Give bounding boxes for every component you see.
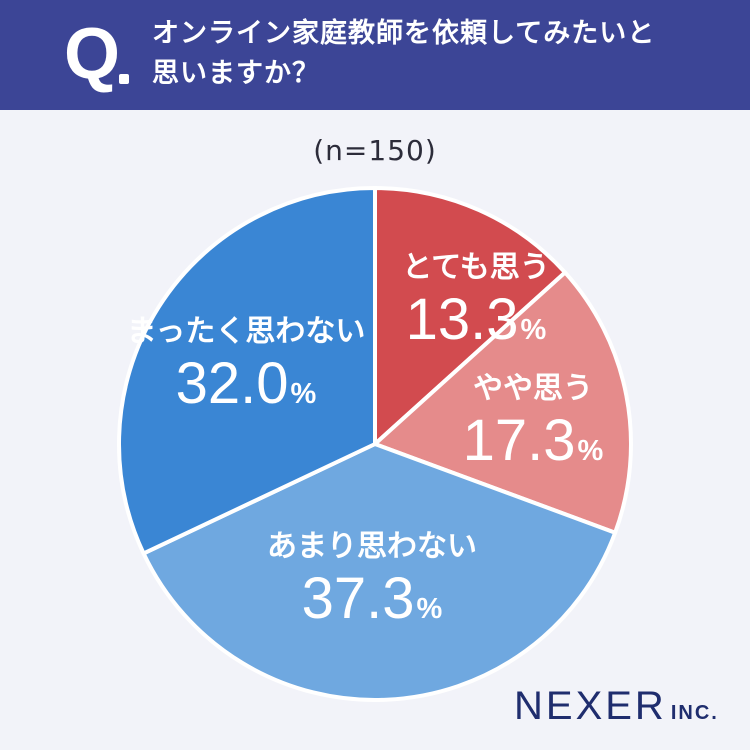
slice-label-2: やや思う — [473, 371, 593, 406]
slice-label-1: とても思う — [402, 250, 550, 285]
logo-suffix: INC. — [670, 702, 719, 724]
slice-label-3: あまり思わない — [267, 529, 477, 564]
slice-value-4: 32.0% — [176, 351, 317, 416]
question-text: オンライン家庭教師を依頼してみたいと 思いますか？ — [152, 14, 732, 94]
pie-slices — [117, 186, 633, 702]
slice-value-2: 17.3% — [463, 408, 604, 473]
q-dot — [119, 74, 129, 84]
question-header: Q オンライン家庭教師を依頼してみたいと 思いますか？ — [0, 0, 750, 110]
pie-slice-1 — [373, 186, 568, 446]
sample-size: (n=150) — [313, 134, 437, 167]
nexer-logo: NEXER INC. — [514, 684, 719, 729]
slice-value-1: 13.3% — [406, 287, 547, 352]
slice-value-3: 37.3% — [302, 566, 443, 631]
logo-name: NEXER — [514, 684, 667, 728]
pie-slice-3 — [141, 442, 618, 702]
question-line-1: オンライン家庭教師を依頼してみたいと — [152, 18, 656, 49]
q-mark: Q — [64, 14, 121, 94]
slice-label-4: まったく思わない — [127, 314, 366, 349]
question-line-2: 思いますか？ — [152, 58, 320, 89]
pie-slice-4 — [117, 186, 377, 556]
